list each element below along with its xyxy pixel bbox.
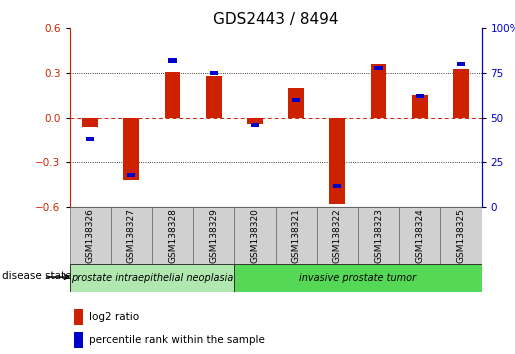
- Bar: [276, 207, 317, 264]
- Text: GSM138321: GSM138321: [291, 208, 301, 263]
- Bar: [74, 332, 83, 348]
- Bar: [193, 207, 234, 264]
- Text: GSM138329: GSM138329: [209, 208, 218, 263]
- Text: disease state: disease state: [2, 272, 71, 281]
- Bar: [234, 264, 482, 292]
- Bar: [416, 94, 424, 98]
- Bar: [412, 95, 427, 118]
- Text: GSM138324: GSM138324: [415, 208, 424, 263]
- Text: GSM138325: GSM138325: [456, 208, 466, 263]
- Bar: [247, 118, 263, 124]
- Bar: [206, 76, 221, 118]
- Bar: [86, 137, 94, 141]
- Bar: [251, 123, 259, 127]
- Text: GSM138323: GSM138323: [374, 208, 383, 263]
- Title: GDS2443 / 8494: GDS2443 / 8494: [213, 12, 338, 27]
- Bar: [374, 65, 383, 70]
- Bar: [124, 118, 139, 180]
- Text: GSM138327: GSM138327: [127, 208, 136, 263]
- Bar: [358, 207, 399, 264]
- Bar: [70, 207, 111, 264]
- Bar: [317, 207, 358, 264]
- Bar: [111, 207, 152, 264]
- Bar: [82, 118, 98, 127]
- Bar: [333, 184, 341, 188]
- Bar: [127, 173, 135, 177]
- Text: percentile rank within the sample: percentile rank within the sample: [89, 335, 265, 346]
- Bar: [440, 207, 482, 264]
- Bar: [399, 207, 440, 264]
- Bar: [330, 118, 345, 204]
- Bar: [165, 72, 180, 118]
- Bar: [74, 309, 83, 325]
- Text: GSM138328: GSM138328: [168, 208, 177, 263]
- Text: GSM138322: GSM138322: [333, 208, 342, 263]
- Text: prostate intraepithelial neoplasia: prostate intraepithelial neoplasia: [71, 273, 233, 283]
- Bar: [371, 64, 386, 118]
- Bar: [70, 264, 234, 292]
- Bar: [234, 207, 276, 264]
- Bar: [210, 71, 218, 75]
- Text: log2 ratio: log2 ratio: [89, 312, 139, 322]
- Bar: [288, 88, 304, 118]
- Text: GSM138326: GSM138326: [85, 208, 95, 263]
- Bar: [453, 69, 469, 118]
- Bar: [152, 207, 193, 264]
- Text: invasive prostate tumor: invasive prostate tumor: [299, 273, 417, 283]
- Bar: [457, 62, 465, 66]
- Text: GSM138320: GSM138320: [250, 208, 260, 263]
- Bar: [292, 98, 300, 102]
- Bar: [168, 58, 177, 63]
